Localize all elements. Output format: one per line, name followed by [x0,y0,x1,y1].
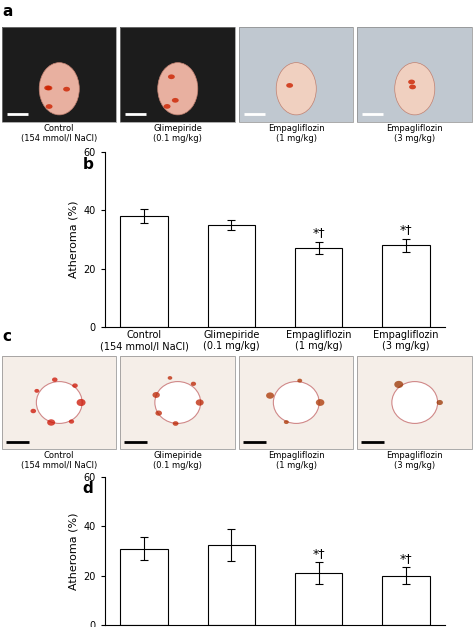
Ellipse shape [416,104,422,109]
Text: d: d [83,482,93,497]
Text: Empagliflozin
(3 mg/kg): Empagliflozin (3 mg/kg) [386,451,443,470]
Ellipse shape [72,381,81,388]
Ellipse shape [392,382,438,423]
Ellipse shape [48,422,53,426]
Bar [357,27,472,122]
Ellipse shape [397,384,403,389]
Ellipse shape [413,85,420,90]
Ellipse shape [39,63,79,115]
Bar [357,27,472,122]
Ellipse shape [297,77,304,82]
Bar [2,356,117,449]
Bar [382,245,429,327]
Ellipse shape [282,421,290,427]
Bar [294,248,343,327]
Bar [239,356,354,449]
Ellipse shape [36,382,82,423]
Text: Glimepiride
(0.1 mg/kg): Glimepiride (0.1 mg/kg) [153,451,202,470]
Y-axis label: Atheroma (%): Atheroma (%) [68,201,78,278]
Ellipse shape [52,381,59,386]
Y-axis label: Atheroma (%): Atheroma (%) [68,512,78,590]
Ellipse shape [153,393,159,398]
Bar [120,27,235,122]
Bar [120,356,235,449]
Bar [2,27,117,122]
Ellipse shape [273,382,319,423]
Ellipse shape [67,418,75,424]
Text: Control
(154 mmol/l NaCl): Control (154 mmol/l NaCl) [21,451,97,470]
Text: Empagliflozin
(3 mg/kg): Empagliflozin (3 mg/kg) [386,124,443,144]
Ellipse shape [166,377,175,384]
Text: *†: *† [399,223,412,236]
Ellipse shape [276,63,316,115]
Bar [120,356,235,449]
Ellipse shape [196,399,204,406]
Bar [294,573,343,625]
Ellipse shape [434,400,440,405]
Ellipse shape [158,63,198,115]
Ellipse shape [83,400,90,405]
Ellipse shape [62,88,69,92]
Ellipse shape [156,411,161,415]
Bar [208,545,255,625]
Ellipse shape [68,69,74,73]
Bar [120,27,235,122]
Bar [239,27,354,122]
Bar [357,356,472,449]
Ellipse shape [185,70,192,74]
Bar [239,27,354,122]
Bar [120,216,168,327]
Bar [382,576,429,625]
Ellipse shape [265,392,274,399]
Ellipse shape [35,406,42,413]
Text: b: b [82,157,93,172]
Ellipse shape [61,82,68,87]
Ellipse shape [172,422,179,428]
Ellipse shape [315,400,322,405]
Text: c: c [2,329,11,344]
Ellipse shape [187,384,195,390]
Ellipse shape [395,63,435,115]
Text: Empagliflozin
(1 mg/kg): Empagliflozin (1 mg/kg) [268,124,325,144]
Ellipse shape [164,73,171,78]
Ellipse shape [174,89,182,93]
Text: a: a [2,4,12,19]
Bar [2,356,117,449]
Bar [2,27,117,122]
Bar [239,356,354,449]
Text: *†: *† [399,552,412,564]
Ellipse shape [297,376,303,381]
Text: *†: *† [312,547,325,560]
Bar [208,225,255,327]
Text: *†: *† [312,226,325,240]
Bar [357,356,472,449]
Bar [120,549,168,625]
Text: Control
(154 mmol/l NaCl): Control (154 mmol/l NaCl) [21,124,97,144]
Ellipse shape [155,382,201,423]
Text: Glimepiride
(0.1 mg/kg): Glimepiride (0.1 mg/kg) [153,124,202,144]
Ellipse shape [34,388,42,394]
Text: Empagliflozin
(1 mg/kg): Empagliflozin (1 mg/kg) [268,451,325,470]
Ellipse shape [69,73,76,78]
